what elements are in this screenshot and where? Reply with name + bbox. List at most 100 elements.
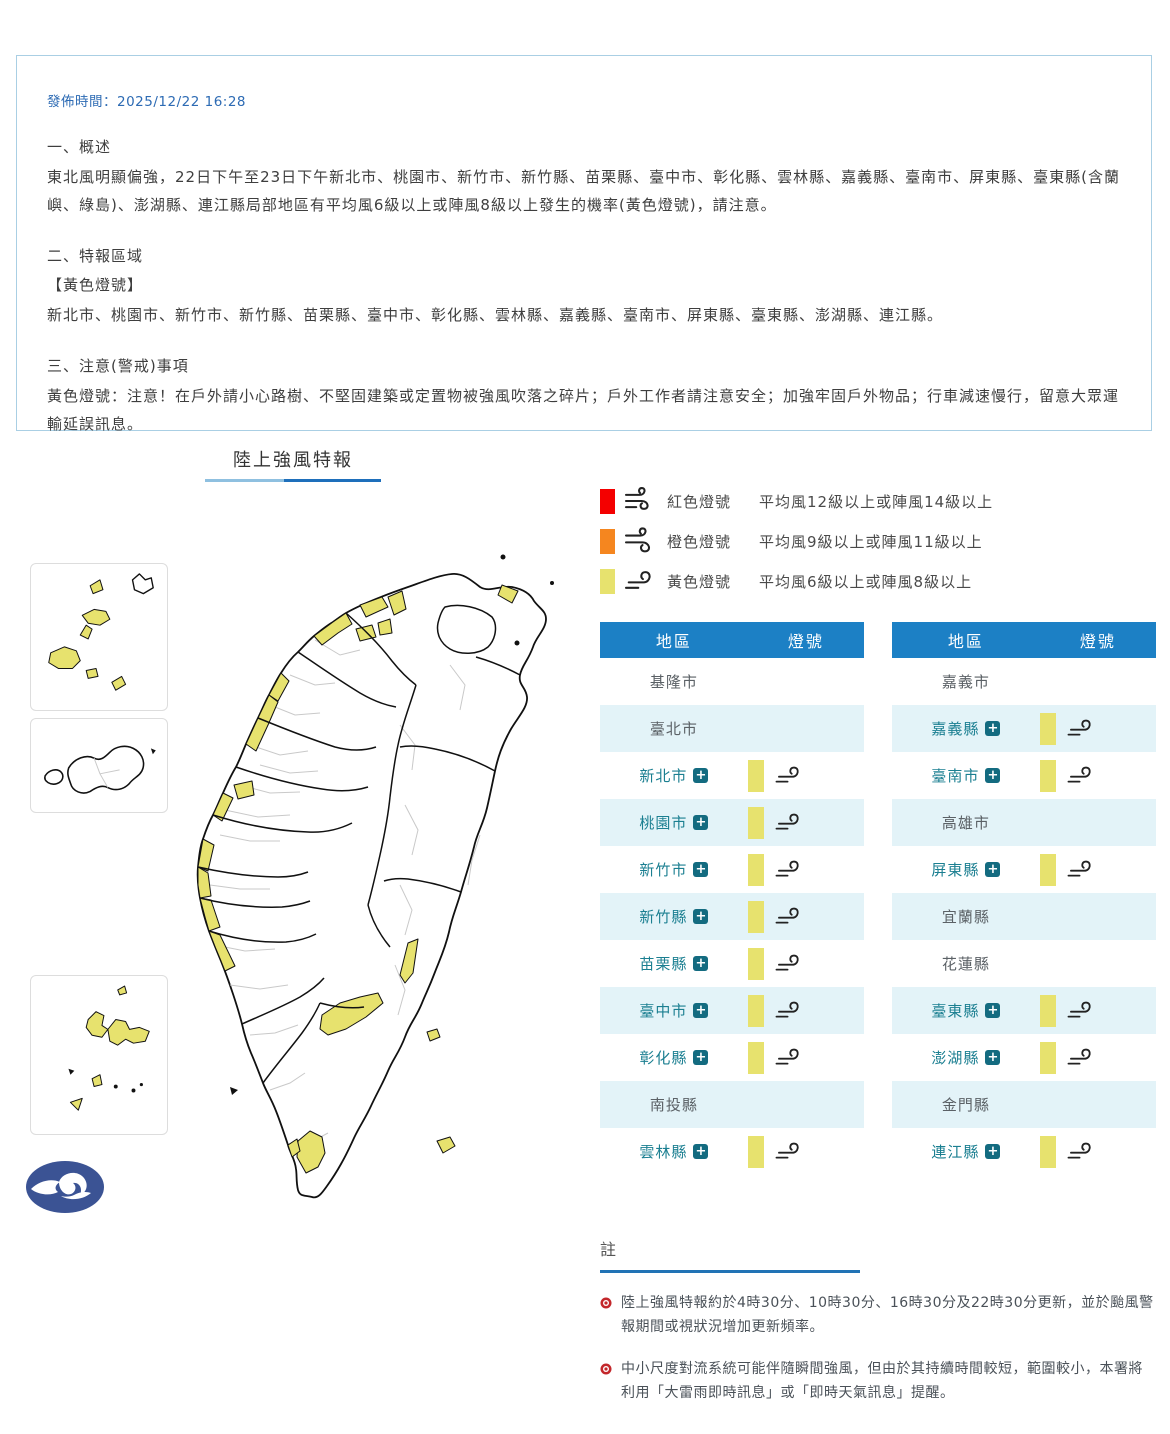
yellow-wind-icon <box>775 813 799 830</box>
expand-plus-icon[interactable]: + <box>693 956 709 971</box>
signal-group <box>1039 759 1099 792</box>
legend-row-orange: 橙色燈號 平均風9級以上或陣風11級以上 <box>600 521 1156 561</box>
signal-cell <box>747 759 864 792</box>
section-3-body: 黃色燈號：注意！在戶外請小心路樹、不堅固建築或定置物被強風吹落之碎片；戶外工作者… <box>47 387 1120 433</box>
region-signal-table-right: 地區 燈號 嘉義市 嘉義縣 + <box>892 622 1156 1175</box>
orange-wind-icon <box>624 527 650 553</box>
region-name: 基隆市 <box>649 673 698 691</box>
signal-group <box>747 853 807 886</box>
signal-cell <box>747 900 864 933</box>
map-title: 陸上強風特報 <box>205 446 381 482</box>
signal-cell <box>747 994 864 1027</box>
table-row: 新竹市 + <box>600 846 864 893</box>
region-cell: 花蓮縣 <box>892 953 1040 974</box>
region-name[interactable]: 彰化縣 <box>639 1049 688 1067</box>
note-item: 中小尺度對流系統可能伴隨瞬間強風，但由於其持續時間較短，範圍較小，本署將利用「大… <box>600 1357 1156 1405</box>
region-name[interactable]: 新竹市 <box>639 861 688 879</box>
expand-plus-icon[interactable]: + <box>693 909 709 924</box>
signal-group <box>747 759 807 792</box>
publish-time: 發佈時間：2025/12/22 16:28 <box>47 94 247 110</box>
expand-plus-icon[interactable]: + <box>693 862 709 877</box>
signal-group <box>747 947 807 980</box>
expand-plus-icon[interactable]: + <box>985 1003 1001 1018</box>
region-signal-table-left: 地區 燈號 基隆市 臺北市 新北市 + <box>600 622 864 1175</box>
region-cell: 彰化縣 + <box>600 1047 748 1068</box>
signal-group <box>1039 1041 1099 1074</box>
yellow-wind-icon <box>1067 766 1091 783</box>
region-column-header: 地區 <box>655 632 692 651</box>
yellow-signal-bar <box>1039 1041 1056 1074</box>
region-name[interactable]: 新北市 <box>639 767 688 785</box>
yellow-wind-icon <box>1067 1142 1091 1159</box>
region-name[interactable]: 嘉義縣 <box>931 720 980 738</box>
penghu-inset-map <box>30 975 168 1135</box>
yellow-warning-areas <box>197 584 519 1174</box>
expand-plus-icon[interactable]: + <box>985 862 1001 877</box>
signal-cell <box>747 806 864 839</box>
yellow-signal-bar <box>1039 853 1056 886</box>
expand-plus-icon[interactable]: + <box>693 768 709 783</box>
region-name[interactable]: 澎湖縣 <box>931 1049 980 1067</box>
region-column-header: 地區 <box>947 632 984 651</box>
yellow-wind-icon <box>1067 1048 1091 1065</box>
taiwan-island-outline <box>196 573 547 1199</box>
expand-plus-icon[interactable]: + <box>985 768 1001 783</box>
yellow-wind-icon <box>775 954 799 971</box>
expand-plus-icon[interactable]: + <box>985 721 1001 736</box>
expand-plus-icon[interactable]: + <box>693 1003 709 1018</box>
table-row: 連江縣 + <box>892 1128 1156 1175</box>
legend-label: 黃色燈號 <box>667 572 732 591</box>
offshore-islets <box>230 554 554 1095</box>
signal-cell <box>747 1041 864 1074</box>
legend-desc: 平均風9級以上或陣風11級以上 <box>759 532 983 551</box>
yellow-wind-icon <box>775 1001 799 1018</box>
table-body-right: 嘉義市 嘉義縣 + <box>892 658 1156 1175</box>
region-name[interactable]: 雲林縣 <box>639 1143 688 1161</box>
region-name[interactable]: 臺東縣 <box>931 1002 980 1020</box>
region-name[interactable]: 新竹縣 <box>639 908 688 926</box>
signal-cell <box>747 1135 864 1168</box>
region-name[interactable]: 桃園市 <box>639 814 688 832</box>
expand-plus-icon[interactable]: + <box>693 815 709 830</box>
table-row: 南投縣 <box>600 1081 864 1128</box>
expand-plus-icon[interactable]: + <box>693 1050 709 1065</box>
expand-plus-icon[interactable]: + <box>693 1144 709 1159</box>
region-cell: 新北市 + <box>600 765 748 786</box>
table-row: 宜蘭縣 <box>892 893 1156 940</box>
expand-plus-icon[interactable]: + <box>985 1144 1001 1159</box>
table-row: 澎湖縣 + <box>892 1034 1156 1081</box>
region-name[interactable]: 臺中市 <box>639 1002 688 1020</box>
yellow-wind-icon <box>775 766 799 783</box>
region-name: 南投縣 <box>649 1096 698 1114</box>
penghu-islands <box>68 985 150 1111</box>
region-name: 臺北市 <box>649 720 698 738</box>
region-name[interactable]: 苗栗縣 <box>639 955 688 973</box>
region-cell: 桃園市 + <box>600 812 748 833</box>
yellow-signal-bar <box>1039 994 1056 1027</box>
expand-plus-icon[interactable]: + <box>985 1050 1001 1065</box>
yellow-wind-icon <box>624 571 651 589</box>
region-cell: 高雄市 <box>892 812 1040 833</box>
yellow-signal-bar <box>747 1041 764 1074</box>
region-cell: 臺東縣 + <box>892 1000 1040 1021</box>
region-name: 金門縣 <box>941 1096 990 1114</box>
region-cell: 澎湖縣 + <box>892 1047 1040 1068</box>
map-title-underline <box>205 479 381 482</box>
yellow-signal-bar <box>747 759 764 792</box>
orange-signal-swatch <box>600 528 615 554</box>
map-title-text: 陸上強風特報 <box>233 450 353 471</box>
region-name[interactable]: 連江縣 <box>931 1143 980 1161</box>
region-cell: 南投縣 <box>600 1094 748 1115</box>
yellow-wind-icon <box>1067 719 1091 736</box>
table-row: 新竹縣 + <box>600 893 864 940</box>
advisory-info-box: 發佈時間：2025/12/22 16:28 一、概述 東北風明顯偏強，22日下午… <box>16 55 1152 433</box>
region-name[interactable]: 臺南市 <box>931 767 980 785</box>
kinmen-inset-map <box>30 718 168 813</box>
yellow-signal-bar <box>1039 1135 1056 1168</box>
signal-group <box>747 900 807 933</box>
region-name[interactable]: 屏東縣 <box>931 861 980 879</box>
yellow-signal-bar <box>1039 759 1056 792</box>
table-row: 金門縣 <box>892 1081 1156 1128</box>
yellow-wind-icon <box>775 1048 799 1065</box>
signal-cell <box>1039 853 1156 886</box>
